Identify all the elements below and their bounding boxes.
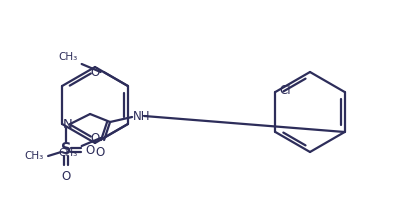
Text: S: S <box>61 142 71 158</box>
Text: Cl: Cl <box>279 84 291 97</box>
Text: O: O <box>90 66 100 78</box>
Text: O: O <box>61 170 71 183</box>
Text: CH₃: CH₃ <box>25 151 44 161</box>
Text: O: O <box>85 144 94 156</box>
Text: O: O <box>90 132 100 145</box>
Text: CH₃: CH₃ <box>59 52 78 62</box>
Text: NH: NH <box>133 110 150 122</box>
Text: O: O <box>96 146 105 159</box>
Text: CH₃: CH₃ <box>59 148 78 158</box>
Text: N: N <box>63 117 73 130</box>
